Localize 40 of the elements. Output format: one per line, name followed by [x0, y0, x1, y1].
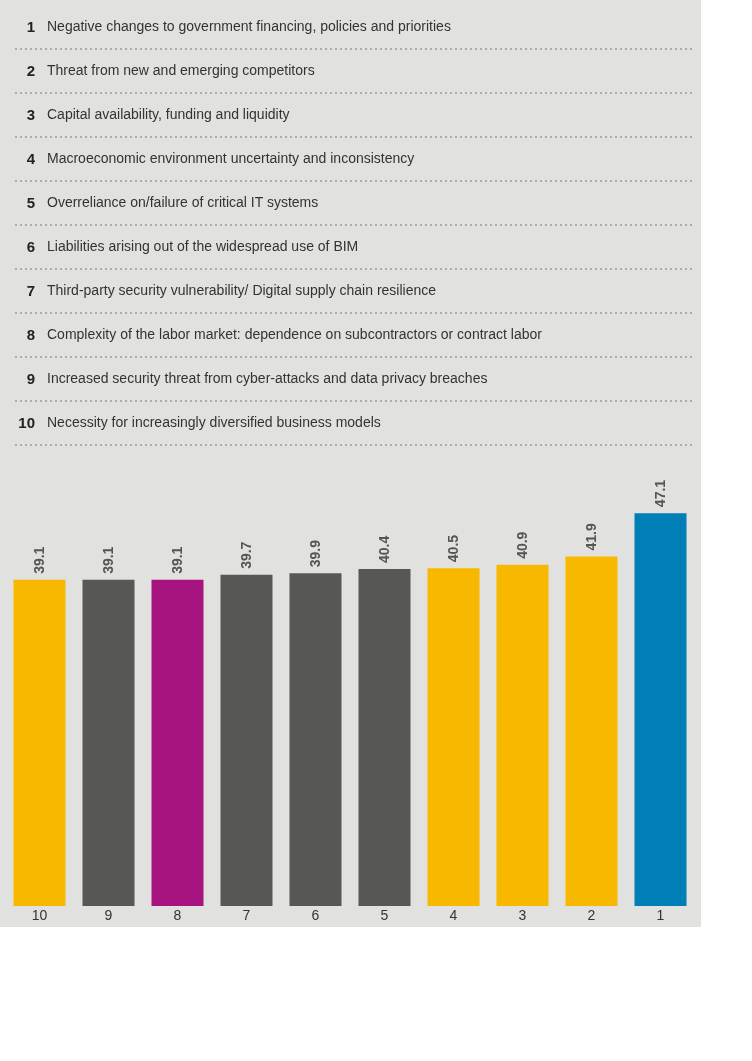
- x-tick-label: 10: [31, 906, 48, 923]
- bar: [220, 574, 273, 906]
- text: 4 Macroeconomic environment uncertainty and inconsistency: [26, 150, 415, 167]
- data-label: 39.7: [237, 541, 254, 569]
- text: 5 Overreliance on/failure of critical IT systems: [26, 194, 319, 211]
- x-tick-label: 7: [242, 906, 251, 923]
- data-label: 39.1: [30, 546, 47, 574]
- x-tick-label: 2: [587, 906, 596, 923]
- data-label: 41.9: [582, 523, 599, 551]
- bar: [565, 556, 618, 906]
- bar: [358, 569, 411, 906]
- text: 8 Complexity of the labor market: dependence on subcontractors or contract labor: [26, 326, 542, 343]
- data-label: 39.9: [306, 539, 323, 568]
- text: 9 Increased security threat from cyber-attacks and data privacy breaches: [26, 370, 488, 387]
- bar: [289, 573, 342, 906]
- data-label: 40.9: [513, 531, 530, 559]
- text: 7 Third-party security vulnerability/ Digital supply chain resilience: [26, 282, 437, 299]
- bar: [427, 568, 480, 906]
- x-tick-label: 1: [656, 906, 665, 923]
- data-label: 40.5: [444, 534, 461, 563]
- text: 6 Liabilities arising out of the widespread use of BIM: [26, 238, 359, 255]
- text: 1 Negative changes to government financing, policies and priorities: [26, 18, 451, 35]
- x-tick-label: 6: [311, 906, 320, 923]
- x-tick-label: 5: [380, 906, 389, 923]
- x-tick-label: 9: [104, 906, 113, 923]
- data-label: 47.1: [651, 479, 668, 508]
- data-label: 40.4: [375, 535, 392, 564]
- data-label: 39.1: [168, 546, 185, 574]
- text: 10 Necessity for increasingly diversified business models: [18, 414, 381, 431]
- bar: [496, 564, 549, 906]
- bar: [151, 579, 204, 906]
- bar: [82, 579, 135, 906]
- data-label: 39.1: [99, 546, 116, 574]
- text: 2 Threat from new and emerging competitors: [26, 62, 315, 79]
- x-tick-label: 8: [173, 906, 182, 923]
- x-tick-label: 4: [449, 906, 458, 923]
- text: 3 Capital availability, funding and liquidity: [26, 106, 290, 123]
- x-tick-label: 3: [518, 906, 527, 923]
- bar: [634, 513, 687, 906]
- bar: [13, 579, 66, 906]
